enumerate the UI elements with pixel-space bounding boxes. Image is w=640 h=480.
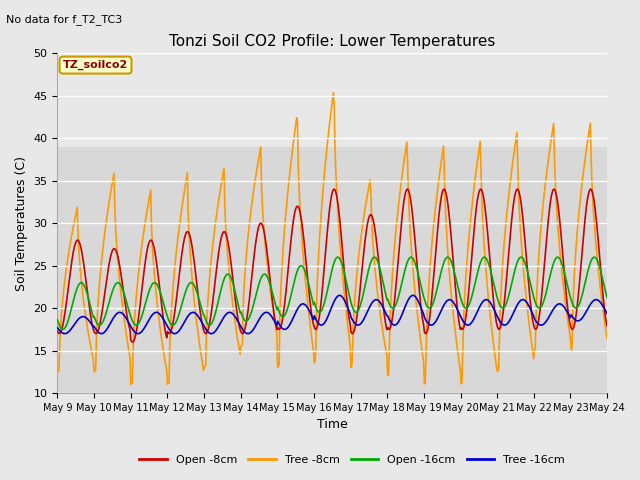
Tree -8cm [330,89,337,95]
Tree -8cm [63,259,71,264]
Tree -8cm [127,382,134,387]
Tree -8cm [177,215,184,220]
Open -16cm [54,317,61,323]
Open -16cm [205,322,213,328]
Open -16cm [121,293,129,299]
Open -16cm [59,326,67,332]
X-axis label: Time: Time [317,419,348,432]
Tree -16cm [409,292,417,298]
Bar [58,53,607,146]
Open -16cm [177,306,184,312]
Open -8cm [604,323,611,329]
Line: Open -8cm: Open -8cm [58,189,607,342]
Open -16cm [64,318,72,324]
Line: Tree -16cm: Tree -16cm [58,295,607,334]
Open -16cm [590,254,598,260]
Title: Tonzi Soil CO2 Profile: Lower Temperatures: Tonzi Soil CO2 Profile: Lower Temperatur… [169,34,495,49]
Open -8cm [63,292,71,298]
Tree -16cm [63,330,71,336]
Open -8cm [177,261,184,267]
Tree -8cm [54,369,61,375]
Text: No data for f_T2_TC3: No data for f_T2_TC3 [6,14,123,25]
Open -8cm [330,186,338,192]
Tree -16cm [417,304,424,310]
Open -8cm [205,321,213,326]
Tree -16cm [120,312,128,318]
Tree -8cm [120,315,128,321]
Open -8cm [417,301,424,307]
Tree -16cm [604,311,611,316]
Tree -16cm [244,331,252,336]
Tree -8cm [205,275,213,280]
Open -8cm [120,292,128,298]
Open -8cm [401,194,408,200]
Open -16cm [604,295,611,300]
Legend: Open -8cm, Tree -8cm, Open -16cm, Tree -16cm: Open -8cm, Tree -8cm, Open -16cm, Tree -… [134,451,570,469]
Tree -8cm [417,337,424,343]
Open -8cm [54,328,61,334]
Bar [58,146,607,393]
Tree -16cm [176,327,184,333]
Open -16cm [416,278,424,284]
Tree -16cm [400,307,408,313]
Y-axis label: Soil Temperatures (C): Soil Temperatures (C) [15,156,28,290]
Line: Tree -8cm: Tree -8cm [58,92,607,384]
Tree -8cm [604,336,611,342]
Text: TZ_soilco2: TZ_soilco2 [63,60,128,70]
Tree -8cm [401,155,408,160]
Open -8cm [129,339,136,345]
Tree -16cm [205,330,212,336]
Line: Open -16cm: Open -16cm [58,257,607,329]
Open -16cm [400,272,408,277]
Tree -16cm [54,325,61,331]
